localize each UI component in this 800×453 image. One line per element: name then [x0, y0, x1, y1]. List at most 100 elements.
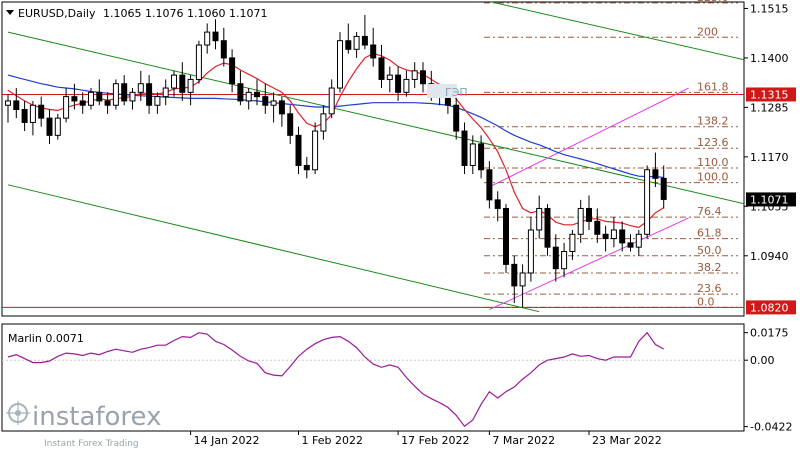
- time-tick-label: 14 Jan 2022: [194, 434, 260, 447]
- candle-body: [420, 70, 426, 85]
- candle-body: [511, 263, 518, 287]
- candle-body: [395, 74, 402, 93]
- candle-body: [21, 109, 28, 123]
- candle: [602, 225, 609, 252]
- symbol-timeframe: EURUSD,Daily: [18, 7, 96, 20]
- price-axis: 1.15151.14001.12851.11701.10551.09401.13…: [744, 2, 796, 434]
- candle: [420, 62, 426, 93]
- candle: [386, 66, 393, 93]
- candle-body: [619, 229, 626, 244]
- price-tick-label: 1.0940: [750, 250, 789, 263]
- candle-body: [610, 229, 617, 240]
- time-axis: 14 Jan 2022 1 Feb 2022 17 Feb 2022 7 Mar 20…: [190, 431, 662, 447]
- candle: [411, 62, 418, 89]
- candle: [370, 27, 377, 67]
- candle-body: [635, 233, 642, 248]
- candle-body: [478, 143, 485, 171]
- candle: [112, 79, 119, 110]
- candle: [262, 83, 269, 114]
- fib-label: 0.0: [697, 295, 715, 308]
- candle-body: [303, 164, 310, 171]
- instaforex-logo-icon: [6, 401, 30, 425]
- price-tick-label: 1.1170: [750, 151, 789, 164]
- candle: [527, 217, 534, 282]
- candle: [610, 217, 617, 248]
- candle-body: [378, 57, 385, 80]
- candle: [561, 242, 568, 278]
- candle-body: [204, 31, 211, 46]
- candle: [121, 75, 128, 106]
- ohlc-values: 1.1065 1.1076 1.1060 1.1071: [103, 7, 267, 20]
- fib-label: 23.6: [697, 282, 722, 295]
- candle-body: [79, 100, 86, 106]
- channel-lower-line: [7, 184, 540, 313]
- candle: [63, 88, 70, 123]
- candle: [395, 66, 402, 101]
- candle-body: [627, 242, 634, 248]
- candle-body: [146, 83, 153, 106]
- candle-body: [171, 74, 177, 89]
- candle: [104, 92, 111, 114]
- candle: [154, 92, 161, 114]
- candle: [569, 229, 576, 261]
- candle-body: [552, 246, 559, 270]
- candle-body: [320, 113, 327, 132]
- candle-body: [586, 207, 592, 222]
- candle: [5, 94, 11, 123]
- osc-tick-label: -0.0422: [750, 421, 792, 434]
- candle-body: [602, 233, 609, 240]
- candle-body: [453, 104, 460, 132]
- candle-body: [154, 96, 161, 106]
- watermark-brand: instaforex: [32, 402, 161, 432]
- candle: [204, 23, 211, 54]
- candle-body: [195, 44, 202, 80]
- candle: [79, 92, 86, 114]
- candle-body: [295, 134, 302, 166]
- candle: [544, 204, 551, 256]
- marlin-oscillator: [2, 331, 744, 428]
- candle-body: [13, 100, 20, 111]
- fib-label: 110.0: [697, 156, 729, 169]
- candle-body: [112, 83, 119, 106]
- chart-header: EURUSD,Daily 1.1065 1.1076 1.1060 1.1071: [6, 7, 267, 20]
- candle-body: [345, 40, 352, 50]
- candle-body: [652, 169, 659, 179]
- candle-body: [561, 250, 568, 270]
- candle-body: [129, 91, 136, 102]
- candle-body: [519, 272, 526, 287]
- fib-label: 161.8: [697, 80, 729, 93]
- candle: [652, 152, 659, 187]
- candle-body: [245, 91, 252, 102]
- fib-label: 138.2: [697, 115, 729, 128]
- osc-tick-label: 0.0175: [750, 327, 789, 340]
- fib-label: 76.4: [697, 205, 722, 218]
- candle: [54, 113, 61, 140]
- time-tick-label: 23 Mar 2022: [592, 434, 662, 447]
- candle-body: [162, 87, 169, 98]
- time-tick-label: 7 Mar 2022: [492, 434, 555, 447]
- price-tag-box: [746, 300, 796, 315]
- candle-body: [96, 91, 103, 102]
- candle: [552, 234, 559, 282]
- channel-middle-line: [7, 31, 744, 205]
- candle: [245, 88, 252, 110]
- candle-body: [403, 78, 410, 93]
- candle-body: [54, 117, 61, 136]
- candle: [353, 32, 360, 58]
- oscillator-title: Marlin 0.0071: [8, 332, 84, 345]
- candle-body: [370, 44, 377, 59]
- candle-body: [29, 104, 36, 123]
- gap-annotation: ГЭП: [445, 86, 468, 99]
- candle: [187, 75, 194, 106]
- candle: [13, 88, 20, 119]
- candle: [287, 105, 294, 144]
- candle: [503, 204, 509, 273]
- time-tick-label: 17 Feb 2022: [401, 434, 469, 447]
- candle: [21, 100, 28, 132]
- candle-body: [469, 143, 476, 166]
- candle: [577, 199, 584, 243]
- candle-body: [328, 87, 335, 115]
- candle: [378, 45, 385, 89]
- candle: [146, 75, 153, 114]
